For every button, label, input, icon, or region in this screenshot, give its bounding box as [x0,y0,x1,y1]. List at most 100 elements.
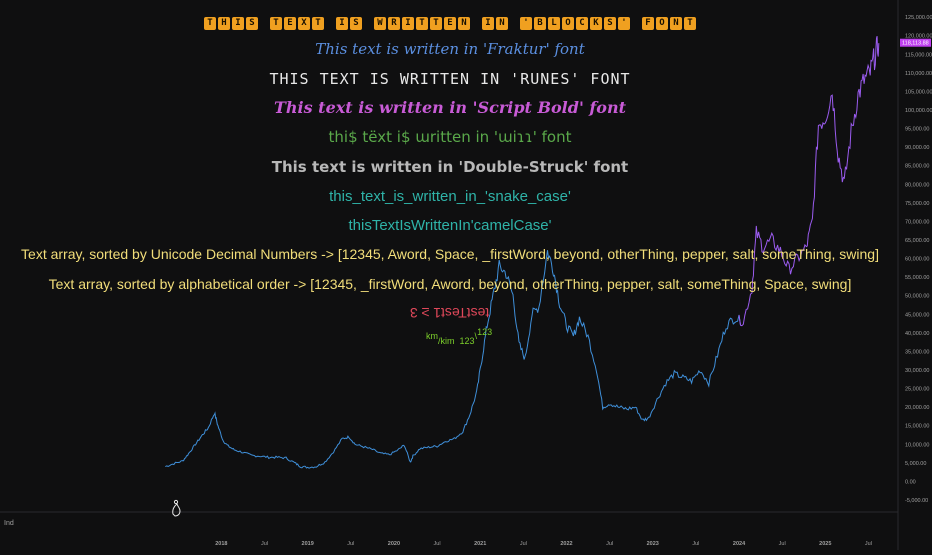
block-char: E [284,17,296,30]
y-tick-label: 75,000.00 [905,201,929,207]
unicode-sorted-array-text: Text array, sorted by Unicode Decimal Nu… [21,246,879,262]
logo-icon [172,499,181,517]
y-tick-label: 30,000.00 [905,368,929,374]
alphabetical-sorted-array-text: Text array, sorted by alphabetical order… [48,276,852,292]
double-struck-font-text: This text is written in 'Double-Struck' … [271,158,629,176]
x-tick-label: 2019 [302,541,314,547]
x-tick-label: Jul [434,541,441,547]
units-123-sub: 123 [459,336,475,346]
x-tick-label: 2021 [474,541,486,547]
y-tick-label: 0.00 [905,479,916,485]
y-tick-label: 110,000.00 [905,71,932,77]
x-tick-label: Jul [779,541,786,547]
block-char [364,12,372,25]
x-tick-label: 2022 [560,541,572,547]
x-tick-label: Jul [520,541,527,547]
y-tick-label: -5,000.00 [905,498,928,504]
units-kim: /kim [438,336,455,346]
block-char: B [534,17,546,30]
y-tick-label: 90,000.00 [905,145,929,151]
script-bold-font-text: This text is written in 'Script Bold' fo… [273,98,626,117]
block-char: K [590,17,602,30]
y-tick-label: 100,000.00 [905,108,932,114]
x-tick-label: Jul [261,541,268,547]
x-tick-label: 2024 [733,541,746,547]
y-tick-label: 125,000.00 [905,15,932,21]
block-char: E [444,17,456,30]
x-tick-label: Jul [692,541,699,547]
block-char: N [496,17,508,30]
weird-font-text: thi$ tëxt i$ ɯritten in 'ɯiɿɿ' font [328,128,572,146]
block-char: I [336,17,348,30]
block-char: S [246,17,258,30]
y-tick-label: 15,000.00 [905,424,929,430]
units-km: km [426,331,438,341]
x-tick-label: Jul [606,541,613,547]
block-char: N [458,17,470,30]
y-tick-label: 10,000.00 [905,442,929,448]
price-series-line [165,250,741,469]
x-tick-label: 2020 [388,541,400,547]
block-char [632,12,640,25]
block-char: T [416,17,428,30]
y-tick-label: 25,000.00 [905,387,929,393]
units-123-sup: 123 [477,327,493,337]
x-axis[interactable]: 2018 Jul 2019 Jul 2020 Jul 2021 Jul 2022 Jul 2023 J… [215,541,872,547]
x-tick-label: Jul [865,541,872,547]
runes-font-text: THIS TEXT IS WRITTEN IN 'RUNES' FONT [269,70,631,88]
y-tick-label: 115,000.00 [905,52,932,58]
block-char: W [374,17,386,30]
block-char: X [298,17,310,30]
block-char: T [270,17,282,30]
block-char: T [430,17,442,30]
y-tick-label: 70,000.00 [905,219,929,225]
block-char: I [482,17,494,30]
y-tick-label: 5,000.00 [905,461,926,467]
fraktur-font-text: This text is written in 'Fraktur' font [315,40,585,58]
block-char: O [562,17,574,30]
flipped-text-content: testTest1 ≥ 3 [410,305,490,321]
y-tick-label: 120,000.00 [905,34,932,40]
units-slash: \ [474,331,478,341]
block-char: N [670,17,682,30]
x-tick-label: Jul [347,541,354,547]
snake-case-text: this_text_is_written_in_'snake_case' [329,188,571,205]
pane-label: Ind [4,520,14,527]
x-tick-label: 2023 [647,541,659,547]
block-char: O [656,17,668,30]
y-tick-label: 35,000.00 [905,349,929,355]
y-tick-label: 85,000.00 [905,164,929,170]
y-tick-label: 95,000.00 [905,127,929,133]
y-tick-label: 80,000.00 [905,182,929,188]
y-tick-label: 55,000.00 [905,275,929,281]
flipped-text: testTest1 ≥ 3 [0,305,900,321]
block-char: S [604,17,616,30]
block-char: L [548,17,560,30]
block-char [472,12,480,25]
y-tick-label: 60,000.00 [905,257,929,263]
y-tick-label: 105,000.00 [905,89,932,95]
y-tick-label: 65,000.00 [905,238,929,244]
x-tick-label: 2018 [215,541,227,547]
block-char: ' [520,17,532,30]
y-tick-label: 45,000.00 [905,312,929,318]
y-tick-label: 20,000.00 [905,405,929,411]
block-char: I [402,17,414,30]
last-price-label: 118,113.88 [902,41,929,47]
block-char: F [642,17,654,30]
block-char: C [576,17,588,30]
block-char: S [350,17,362,30]
block-char: ' [618,17,630,30]
block-char: T [312,17,324,30]
block-char: R [388,17,400,30]
block-char [260,12,268,25]
y-tick-label: 50,000.00 [905,294,929,300]
y-axis[interactable]: 125,000.00 120,000.00 115,000.00 110,000.00… [905,15,932,504]
block-char [326,12,334,25]
block-char: T [684,17,696,30]
price-series-line-recent [738,36,880,327]
block-char [510,12,518,25]
units-text: km/kim 123\123 [426,327,492,346]
